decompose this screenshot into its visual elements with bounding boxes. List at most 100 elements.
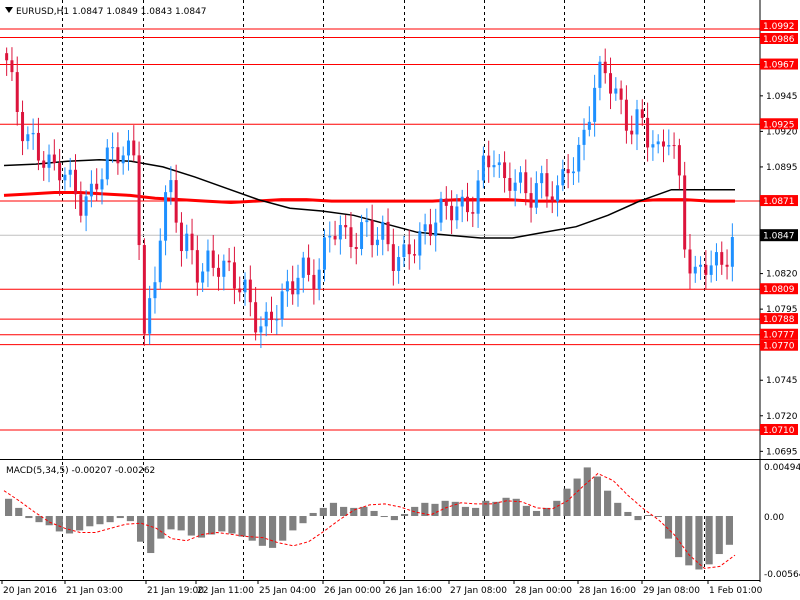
candle-body xyxy=(614,88,618,94)
candle-body xyxy=(301,257,305,278)
level-tag-value: 1.0925 xyxy=(763,120,795,130)
candle-body xyxy=(714,252,718,266)
candle-body xyxy=(455,206,459,221)
candle-body xyxy=(571,171,575,174)
candle-body xyxy=(111,147,115,149)
candle-body xyxy=(174,180,178,223)
candle-body xyxy=(503,162,507,179)
macd-bar xyxy=(685,516,693,566)
candle-body xyxy=(577,144,581,172)
price-label: 1.0795 xyxy=(766,305,798,315)
candle-body xyxy=(185,233,189,252)
candle-body xyxy=(349,227,353,248)
price-label: 1.0920 xyxy=(766,127,798,137)
candle-body xyxy=(672,145,676,147)
candle-body xyxy=(704,264,708,275)
price-label: 1.0720 xyxy=(766,412,798,422)
candle-body xyxy=(460,196,464,207)
candle-body xyxy=(651,144,655,148)
level-tag-box xyxy=(760,283,798,295)
candle-body xyxy=(630,130,634,135)
macd-bar xyxy=(421,502,429,516)
level-tag-box xyxy=(760,20,798,31)
moving-average-red xyxy=(3,191,735,205)
macd-bar xyxy=(228,516,236,534)
level-tag-box xyxy=(760,424,798,435)
candle-body xyxy=(238,288,242,293)
macd-bar xyxy=(380,516,388,518)
macd-bar xyxy=(208,516,216,535)
triangle-down-icon[interactable] xyxy=(5,7,13,13)
macd-bar xyxy=(614,502,622,516)
macd-bar xyxy=(654,516,662,518)
candle-body xyxy=(587,121,591,130)
macd-bar xyxy=(116,516,124,519)
time-label: 28 Jan 16:00 xyxy=(579,586,636,596)
candle-body xyxy=(169,180,173,193)
candle-body xyxy=(556,185,560,202)
time-label: 21 Jan 19:00 xyxy=(147,586,204,596)
candle-body xyxy=(179,222,183,252)
time-label: 25 Jan 04:00 xyxy=(259,586,316,596)
horizontal-levels[interactable] xyxy=(0,28,760,431)
candle-body xyxy=(370,220,374,246)
candle-body xyxy=(465,196,469,213)
macd-bar xyxy=(76,516,84,531)
candle-body xyxy=(211,250,215,268)
candle-body xyxy=(450,205,454,221)
candle-body xyxy=(195,250,199,283)
macd-signal-line xyxy=(3,472,736,569)
candlestick-series xyxy=(5,47,734,349)
macd-bar xyxy=(492,501,500,516)
candle-body xyxy=(693,266,697,274)
macd-axis: 0.00494 0.00 -0.00564 xyxy=(764,463,800,580)
candle-body xyxy=(688,249,692,274)
macd-bar xyxy=(309,512,317,516)
level-tag-box xyxy=(760,328,798,340)
macd-bar xyxy=(482,500,490,516)
macd-bar xyxy=(177,516,185,531)
candle-body xyxy=(524,172,528,194)
macd-axis-top: 0.00494 xyxy=(764,463,800,473)
chart-header-text: EURUSD,H1 1.0847 1.0849 1.0843 1.0847 xyxy=(16,7,207,17)
candle-body xyxy=(381,221,385,240)
candle-body xyxy=(217,267,221,277)
candle-body xyxy=(582,129,586,145)
price-label: 1.0895 xyxy=(766,163,798,173)
macd-bar xyxy=(725,516,733,545)
candle-body xyxy=(407,244,411,255)
macd-header: MACD(5,34,5) -0.00207 -0.00262 xyxy=(6,466,155,476)
macd-bar xyxy=(45,516,53,526)
current-price-box xyxy=(760,229,798,242)
candle-body xyxy=(153,282,157,299)
price-label: 1.0695 xyxy=(766,447,798,457)
candle-body xyxy=(603,61,607,74)
macd-bar xyxy=(532,510,541,516)
level-tag-value: 1.0871 xyxy=(763,197,795,207)
candle-body xyxy=(232,262,236,289)
candle-body xyxy=(566,169,570,174)
candle-body xyxy=(126,140,130,156)
macd-bar xyxy=(329,502,338,516)
candle-body xyxy=(413,254,417,256)
macd-bar xyxy=(147,516,155,554)
candle-body xyxy=(481,155,485,181)
macd-bar xyxy=(106,516,114,523)
macd-bar xyxy=(350,507,358,516)
macd-bar xyxy=(35,516,43,523)
candle-body xyxy=(444,198,448,206)
candle-body xyxy=(677,145,681,176)
candle-body xyxy=(593,87,597,122)
candle-body xyxy=(132,140,136,156)
time-label: 21 Jan 03:00 xyxy=(66,586,123,596)
candle-body xyxy=(598,61,602,88)
macd-bar xyxy=(55,516,63,532)
candle-body xyxy=(36,132,40,161)
candle-body xyxy=(275,319,279,321)
candle-body xyxy=(487,155,491,168)
candle-body xyxy=(52,154,56,164)
candle-body xyxy=(476,180,480,214)
candle-body xyxy=(518,172,522,183)
current-price-value: 1.0847 xyxy=(763,232,795,242)
